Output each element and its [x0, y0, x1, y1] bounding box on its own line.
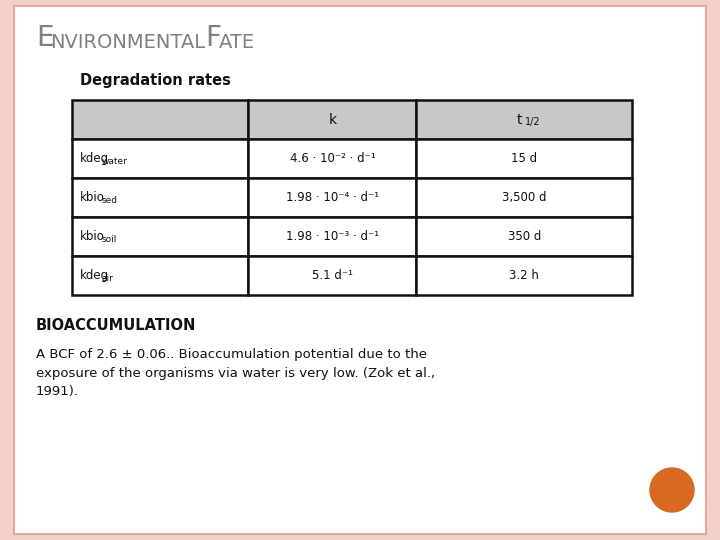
Text: Degradation rates: Degradation rates [80, 73, 231, 88]
FancyBboxPatch shape [72, 139, 248, 178]
FancyBboxPatch shape [72, 100, 248, 139]
Text: soil: soil [102, 235, 117, 244]
FancyBboxPatch shape [248, 217, 416, 256]
Text: 4.6 · 10⁻² · d⁻¹: 4.6 · 10⁻² · d⁻¹ [289, 152, 375, 165]
Text: kdeg: kdeg [80, 152, 109, 165]
Text: sed: sed [102, 196, 118, 205]
Text: 3.2 h: 3.2 h [509, 269, 539, 282]
FancyBboxPatch shape [416, 256, 632, 295]
Text: t: t [516, 112, 522, 126]
FancyBboxPatch shape [248, 139, 416, 178]
Text: 1.98 · 10⁻³ · d⁻¹: 1.98 · 10⁻³ · d⁻¹ [286, 230, 379, 243]
Text: 1.98 · 10⁻⁴ · d⁻¹: 1.98 · 10⁻⁴ · d⁻¹ [286, 191, 379, 204]
FancyBboxPatch shape [416, 217, 632, 256]
Text: kbio: kbio [80, 230, 105, 243]
FancyBboxPatch shape [416, 139, 632, 178]
Text: 3,500 d: 3,500 d [502, 191, 546, 204]
Text: kbio: kbio [80, 191, 105, 204]
Text: A BCF of 2.6 ± 0.06.. Bioaccumulation potential due to the
exposure of the organ: A BCF of 2.6 ± 0.06.. Bioaccumulation po… [36, 348, 435, 398]
Text: water: water [102, 157, 128, 166]
FancyBboxPatch shape [416, 100, 632, 139]
Text: ATE: ATE [219, 33, 255, 52]
Text: 1/2: 1/2 [525, 117, 541, 126]
Text: 5.1 d⁻¹: 5.1 d⁻¹ [312, 269, 353, 282]
FancyBboxPatch shape [248, 178, 416, 217]
Text: air: air [102, 274, 114, 283]
Text: NVIRONMENTAL: NVIRONMENTAL [50, 33, 205, 52]
Text: F: F [205, 24, 221, 52]
FancyBboxPatch shape [72, 256, 248, 295]
Text: k: k [328, 112, 336, 126]
FancyBboxPatch shape [72, 217, 248, 256]
Circle shape [650, 468, 694, 512]
FancyBboxPatch shape [248, 100, 416, 139]
Text: kdeg: kdeg [80, 269, 109, 282]
Text: 15 d: 15 d [511, 152, 537, 165]
FancyBboxPatch shape [72, 178, 248, 217]
Text: E: E [36, 24, 53, 52]
Text: 350 d: 350 d [508, 230, 541, 243]
FancyBboxPatch shape [248, 256, 416, 295]
FancyBboxPatch shape [416, 178, 632, 217]
FancyBboxPatch shape [14, 6, 706, 534]
Text: BIOACCUMULATION: BIOACCUMULATION [36, 318, 197, 333]
